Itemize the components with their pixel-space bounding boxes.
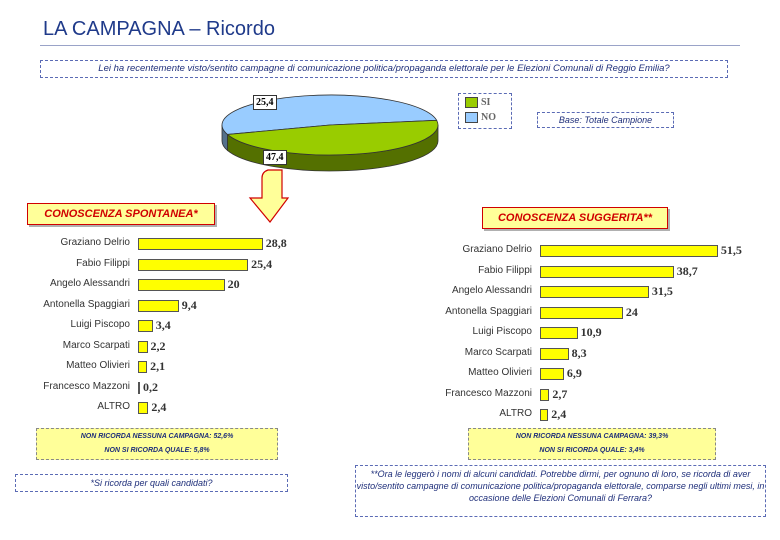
suggested-bar — [540, 347, 569, 360]
legend-item-no: NO — [465, 112, 496, 124]
spontaneous-bar — [138, 279, 225, 291]
legend-swatch-no — [465, 112, 478, 124]
suggested-bar — [540, 306, 623, 319]
spontaneous-value-label: 3,4 — [155, 318, 171, 332]
suggested-value-label: 2,7 — [552, 386, 568, 401]
spontaneous-category-label: ALTRO — [97, 401, 130, 412]
spontaneous-bar — [138, 299, 179, 312]
pie-label-no: 25,4 — [253, 95, 277, 110]
spontaneous-category-label: Graziano Delrio — [60, 237, 130, 248]
suggested-category-label: Luigi Piscopo — [472, 326, 532, 337]
spontaneous-bar — [138, 402, 149, 414]
pie-slice-si — [226, 119, 439, 156]
suggested-category-label: Fabio Filippi — [478, 264, 532, 276]
suggested-bar — [540, 409, 549, 421]
suggested-value-label: 31,5 — [651, 284, 673, 298]
arrow-icon — [248, 169, 290, 223]
suggested-value-label: 38,7 — [676, 263, 698, 278]
spontaneous-bar — [138, 258, 249, 271]
suggested-category-label: ALTRO — [499, 408, 532, 419]
suggested-category-label: Francesco Mazzoni — [445, 387, 532, 399]
suggested-title: CONOSCENZA SUGGERITA** — [482, 207, 668, 229]
suggested-note-line2: NON SI RICORDA QUALE: 3,4% — [539, 447, 645, 454]
suggested-value-label: 51,5 — [720, 243, 742, 257]
suggested-value-label: 6,9 — [566, 366, 582, 380]
suggested-category-label: Matteo Olivieri — [468, 367, 532, 378]
spontaneous-category-label: Fabio Filippi — [76, 257, 130, 269]
spontaneous-value-label: 2,4 — [151, 400, 167, 414]
title-divider — [40, 45, 740, 46]
spontaneous-bar — [138, 320, 153, 332]
spontaneous-value-label: 9,4 — [181, 297, 197, 312]
suggested-bar — [540, 327, 578, 339]
spontaneous-category-label: Matteo Olivieri — [66, 360, 130, 371]
suggested-value-label: 10,9 — [580, 325, 602, 339]
spontaneous-category-label: Luigi Piscopo — [70, 319, 130, 330]
suggested-bar — [540, 388, 550, 401]
suggested-category-label: Antonella Spaggiari — [445, 305, 532, 317]
spontaneous-title: CONOSCENZA SPONTANEA* — [27, 203, 215, 225]
suggested-note: NON RICORDA NESSUNA CAMPAGNA: 39,3% NON … — [468, 428, 716, 460]
spontaneous-value-label: 25,4 — [251, 256, 273, 271]
spontaneous-footnote: *Si ricorda per quali candidati? — [15, 474, 288, 492]
suggested-value-label: 24 — [625, 304, 638, 319]
spontaneous-category-label: Angelo Alessandri — [49, 278, 130, 289]
spontaneous-value-label: 28,8 — [265, 236, 287, 250]
spontaneous-category-label: Antonella Spaggiari — [43, 298, 130, 310]
spontaneous-bar — [138, 340, 148, 353]
suggested-bar — [540, 265, 674, 278]
pie-label-si: 47,4 — [263, 150, 287, 165]
suggested-value-label: 8,3 — [571, 345, 587, 360]
suggested-footnote: **Ora le leggerò i nomi di alcuni candid… — [355, 465, 766, 517]
suggested-bar — [540, 245, 718, 257]
base-note: Base: Totale Campione — [537, 112, 674, 128]
suggested-category-label: Angelo Alessandri — [451, 285, 532, 296]
suggested-value-label: 2,4 — [551, 407, 567, 421]
spontaneous-value-label: 2,2 — [150, 338, 166, 353]
spontaneous-category-label: Marco Scarpati — [62, 339, 130, 351]
spontaneous-category-label: Francesco Mazzoni — [43, 380, 130, 392]
spontaneous-note: NON RICORDA NESSUNA CAMPAGNA: 52,6% NON … — [36, 428, 278, 460]
spontaneous-value-label: 0,2 — [143, 379, 158, 394]
spontaneous-note-line1: NON RICORDA NESSUNA CAMPAGNA: 52,6% — [80, 433, 234, 440]
spontaneous-bar — [138, 381, 140, 394]
suggested-category-label: Graziano Delrio — [462, 244, 532, 255]
suggested-bar — [540, 368, 564, 380]
spontaneous-note-line2: NON SI RICORDA QUALE: 5,8% — [104, 447, 210, 454]
pie-legend: SI NO — [458, 93, 512, 129]
suggested-note-line1: NON RICORDA NESSUNA CAMPAGNA: 39,3% — [515, 433, 669, 440]
suggested-category-label: Marco Scarpati — [464, 346, 532, 358]
spontaneous-value-label: 20 — [227, 277, 240, 291]
spontaneous-value-label: 2,1 — [150, 359, 166, 373]
legend-item-si: SI — [465, 97, 490, 109]
spontaneous-bar — [138, 361, 148, 373]
survey-question: Lei ha recentemente visto/sentito campag… — [40, 60, 728, 78]
suggested-bar — [540, 286, 649, 298]
page-title: LA CAMPAGNA – Ricordo — [43, 18, 275, 40]
legend-swatch-si — [465, 97, 478, 109]
spontaneous-bar — [138, 238, 263, 250]
